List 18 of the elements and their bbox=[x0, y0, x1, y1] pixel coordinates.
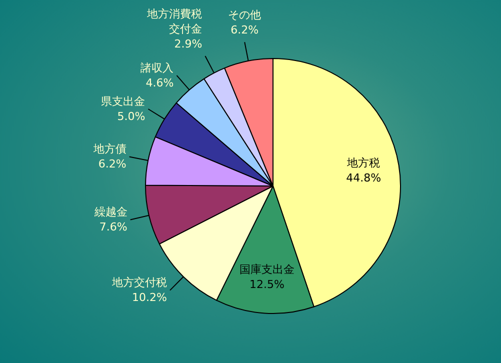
slice-label: 県支出金 bbox=[101, 94, 146, 108]
data-label: 10.2% bbox=[132, 291, 167, 304]
slice-label: 繰越金 bbox=[93, 206, 128, 219]
data-label: 6.2% bbox=[98, 158, 126, 171]
slice-label: 地方交付税 bbox=[110, 276, 167, 290]
slice-label: その他 bbox=[228, 8, 262, 22]
slice-label: 地方債 bbox=[92, 142, 126, 156]
data-label: 4.6% bbox=[146, 76, 174, 90]
data-label: 12.5% bbox=[249, 278, 284, 291]
data-label: 44.8% bbox=[346, 171, 382, 184]
slice-label: 地方税 bbox=[346, 156, 380, 170]
data-label: 2.9% bbox=[174, 37, 202, 50]
data-label: 6.2% bbox=[230, 24, 259, 37]
slice-label: 地方消費税交付金 bbox=[146, 7, 202, 36]
data-label: 5.0% bbox=[117, 110, 146, 123]
slice-label: 諸収入 bbox=[140, 61, 174, 74]
data-label: 7.6% bbox=[99, 220, 128, 234]
slice-label: 国庫支出金 bbox=[239, 262, 294, 276]
